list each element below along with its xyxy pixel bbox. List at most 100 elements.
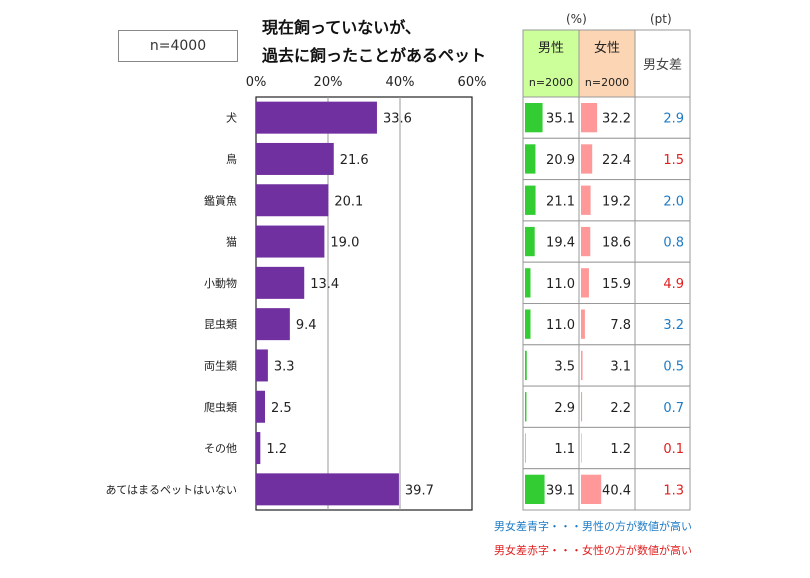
male-value: 3.5: [554, 359, 575, 374]
female-value: 19.2: [602, 194, 631, 209]
category-label: その他: [204, 442, 237, 455]
category-label: あてはまるペットはいない: [105, 483, 237, 496]
table-cell: [522, 261, 580, 305]
diff-value: 2.9: [663, 112, 684, 127]
diff-value: 0.1: [663, 442, 684, 457]
male-value: 39.1: [546, 483, 575, 498]
male-mini-bar: [525, 350, 527, 381]
title-line-1: 現在飼っていないが、: [262, 18, 421, 37]
bar: [256, 184, 329, 217]
male-mini-bar: [525, 474, 545, 504]
female-value: 18.6: [602, 236, 631, 251]
bar: [256, 225, 325, 258]
male-mini-bar: [525, 392, 527, 422]
category-label: 鑑賞魚: [204, 193, 237, 207]
female-mini-bar: [581, 144, 593, 174]
male-value: 19.4: [546, 236, 575, 251]
female-value: 1.2: [610, 442, 631, 457]
male-value: 35.1: [546, 112, 575, 127]
female-mini-bar: [581, 309, 585, 339]
male-mini-bar: [525, 185, 536, 215]
unit-percent-label: (%): [566, 12, 587, 26]
female-mini-bar: [581, 433, 582, 463]
sample-size-box: n=4000: [118, 30, 238, 62]
table-cell: [578, 303, 636, 346]
table-cell: [634, 261, 691, 305]
male-value: 11.0: [546, 277, 575, 292]
category-label: 昆虫類: [204, 318, 237, 331]
male-value: 11.0: [546, 318, 575, 333]
category-label: 小動物: [204, 276, 237, 290]
male-mini-bar: [525, 226, 535, 257]
table-cell: [634, 137, 691, 181]
category-label: 両生類: [204, 358, 237, 372]
diff-value: 0.7: [663, 401, 684, 416]
female-value: 22.4: [602, 153, 631, 168]
table-cell: [578, 344, 636, 387]
male-value: 20.9: [546, 153, 575, 168]
data-label: 33.6: [383, 112, 412, 127]
male-mini-bar: [525, 268, 531, 298]
bar: [256, 308, 290, 341]
table-cell: [634, 179, 691, 222]
female-mini-bar: [581, 226, 591, 257]
unit-pt-label: (pt): [650, 12, 672, 26]
male-value: 21.1: [546, 194, 575, 209]
x-tick-label: 20%: [314, 75, 343, 90]
female-value: 3.1: [610, 359, 631, 374]
data-label: 2.5: [271, 401, 292, 416]
diff-value: 0.8: [663, 236, 684, 251]
diff-header-label: 男女差: [643, 57, 682, 73]
category-label: 犬: [226, 111, 237, 125]
female-value: 15.9: [602, 277, 631, 292]
female-value: 40.4: [602, 483, 631, 498]
table-cell: [578, 426, 636, 470]
female-mini-bar: [581, 350, 583, 381]
male-value: 1.1: [554, 442, 575, 457]
bar: [256, 390, 265, 423]
data-label: 21.6: [340, 153, 369, 168]
bar: [256, 432, 261, 465]
female-value: 32.2: [602, 112, 631, 127]
male-mini-bar: [525, 144, 536, 174]
male-mini-bar: [525, 103, 543, 133]
title-line-2: 過去に飼ったことがあるペット: [262, 46, 487, 65]
table-cell: [634, 303, 691, 346]
diff-value: 3.2: [663, 318, 684, 333]
female-value: 7.8: [610, 318, 631, 333]
bar: [256, 473, 399, 506]
note-red: 男女差赤字・・・女性の方が数値が高い: [494, 544, 692, 557]
male-value: 2.9: [554, 401, 575, 416]
data-label: 13.4: [310, 277, 339, 292]
x-tick-label: 40%: [386, 75, 415, 90]
table-cell: [634, 468, 691, 511]
data-label: 19.0: [330, 236, 359, 251]
data-label: 1.2: [266, 442, 287, 457]
male-header-label: 男性: [538, 41, 564, 56]
category-label: 爬虫類: [204, 401, 237, 414]
female-mini-bar: [581, 268, 589, 298]
female-value: 2.2: [610, 401, 631, 416]
x-tick-label: 60%: [458, 75, 487, 90]
diff-value: 4.9: [663, 277, 684, 292]
table-cell: [522, 303, 580, 346]
table-cell: [634, 426, 691, 470]
female-mini-bar: [581, 185, 591, 215]
table-cell: [578, 385, 636, 428]
female-header-label: 女性: [594, 40, 620, 56]
data-label: 9.4: [296, 318, 317, 333]
table-cell: [634, 385, 691, 428]
x-tick-label: 0%: [246, 75, 267, 90]
diff-value: 1.5: [663, 153, 684, 168]
data-label: 39.7: [405, 483, 434, 498]
bar: [256, 101, 377, 134]
female-mini-bar: [581, 474, 602, 504]
female-n-label: n=2000: [585, 76, 629, 89]
note-blue: 男女差青字・・・男性の方が数値が高い: [494, 520, 692, 533]
bar: [256, 349, 268, 382]
diff-header-cell: [634, 29, 691, 98]
diff-value: 2.0: [663, 194, 684, 209]
chart-title: 現在飼っていないが、 過去に飼ったことがあるペット: [262, 14, 486, 70]
female-mini-bar: [581, 392, 583, 422]
